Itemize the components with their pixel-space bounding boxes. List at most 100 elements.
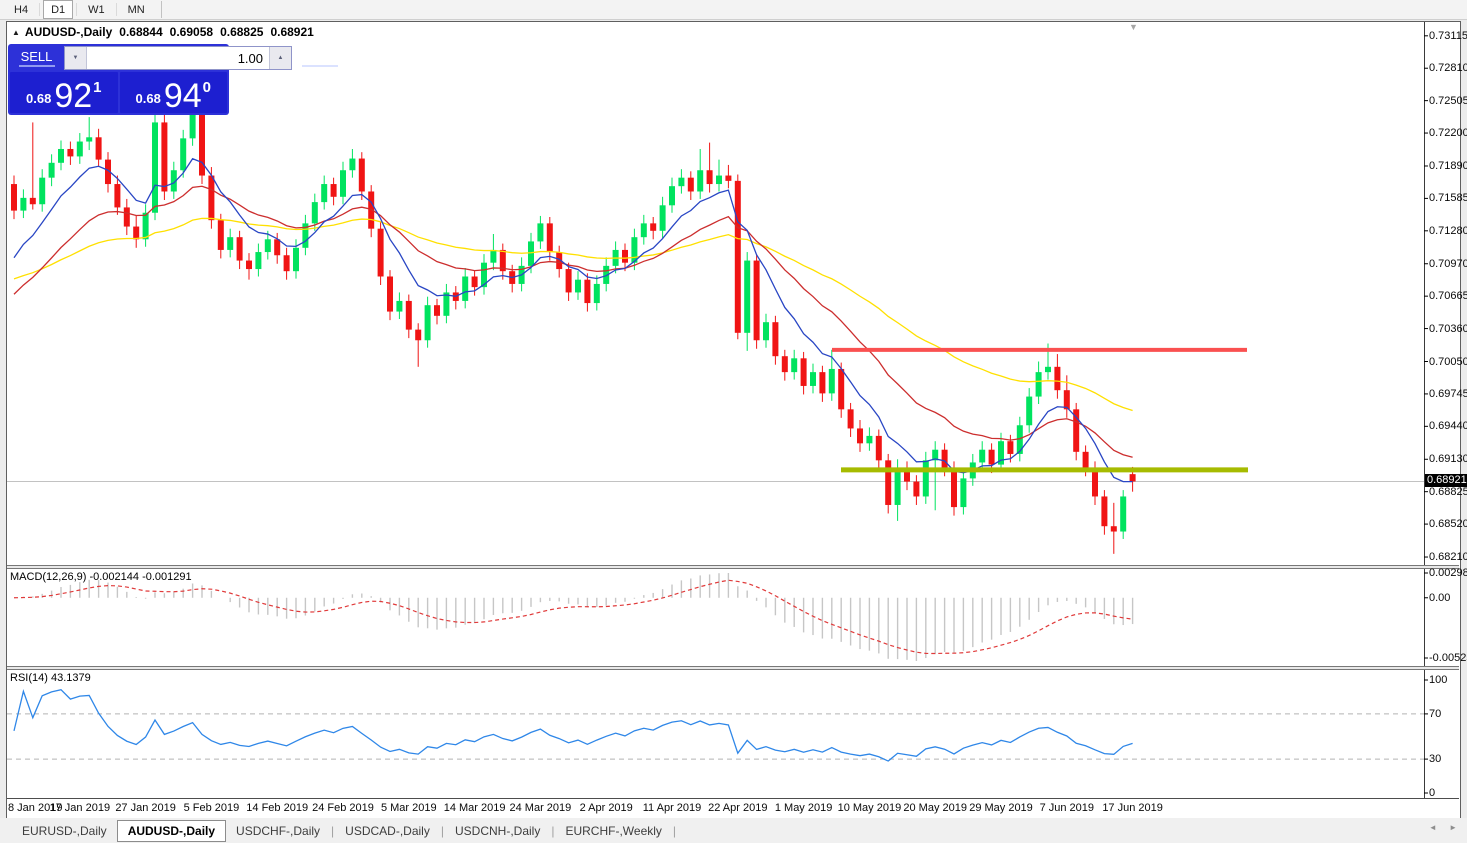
date-axis-label: 5 Mar 2019 — [380, 802, 437, 814]
price-axis-label: 0.68520 — [1429, 518, 1467, 531]
timeframe-mn-button[interactable]: MN — [127, 3, 145, 16]
rsi-indicator-label: RSI(14) 43.1379 — [10, 672, 91, 684]
timeframe-w1-button[interactable]: W1 — [88, 3, 105, 16]
buy-price-base: 0.68 — [135, 91, 161, 106]
rsi-axis-label: 100 — [1429, 674, 1448, 686]
date-axis-label: 22 Apr 2019 — [708, 802, 768, 814]
tab-usdcad-daily[interactable]: USDCAD-,Daily — [345, 823, 430, 838]
buy-button-label: BUY — [306, 49, 333, 64]
tab-audusd-daily[interactable]: AUDUSD-,Daily — [116, 819, 227, 842]
rsi-axis-label: 70 — [1429, 707, 1442, 720]
price-axis-label: 0.73115 — [1429, 29, 1467, 42]
ohlc-open: 0.68844 — [119, 25, 163, 39]
date-axis-label: 1 May 2019 — [774, 802, 833, 814]
price-axis-label: 0.70665 — [1429, 290, 1467, 303]
buy-price-big: 94 — [163, 77, 202, 115]
rsi-axis-label: 30 — [1429, 753, 1442, 766]
price-axis-label: 0.68825 — [1429, 485, 1467, 498]
pane-splitter-rsi[interactable] — [7, 666, 1459, 670]
price-axis-label: 0.70360 — [1429, 322, 1467, 335]
timeframe-d1-button[interactable]: D1 — [43, 0, 74, 19]
sell-price-box[interactable]: 0.68 92 1 — [10, 72, 118, 113]
volume-stepper: ▼ ▲ — [64, 46, 292, 70]
tab-eurchf-weekly[interactable]: EURCHF-,Weekly — [565, 823, 662, 838]
price-axis-label: 0.70970 — [1429, 257, 1467, 270]
price-axis-label: 0.72505 — [1429, 94, 1467, 107]
macd-axis-label: 0.002984 — [1429, 567, 1467, 579]
chart-symbol-label: AUDUSD-,Daily — [24, 25, 113, 39]
rsi-axis-label: 0 — [1429, 787, 1436, 799]
date-axis-label: 11 Apr 2019 — [642, 802, 702, 814]
price-axis-label: 0.71585 — [1429, 192, 1467, 205]
price-axis-label: 0.68210 — [1429, 551, 1467, 564]
date-axis-label: 10 May 2019 — [837, 802, 902, 814]
date-axis-label: 27 Jan 2019 — [115, 802, 176, 814]
volume-increase-icon[interactable]: ▲ — [269, 47, 291, 69]
price-axis-label: 0.69440 — [1429, 420, 1467, 433]
buy-price-box[interactable]: 0.68 94 0 — [119, 72, 227, 115]
date-axis-label: 20 May 2019 — [903, 802, 967, 814]
sell-price-base: 0.68 — [26, 91, 52, 106]
toolbar-separator — [115, 3, 117, 16]
date-axis-label: 2 Apr 2019 — [579, 802, 633, 814]
pane-splitter-macd[interactable] — [7, 565, 1459, 569]
price-axis-label: 0.69745 — [1429, 387, 1467, 400]
sell-underline — [18, 65, 55, 67]
macd-axis-label: 0.00 — [1429, 591, 1451, 604]
tab-usdcnh-daily[interactable]: USDCNH-,Daily — [454, 823, 541, 838]
price-axis-label: 0.70050 — [1429, 355, 1467, 368]
tab-separator: | — [672, 823, 677, 838]
date-axis-label: 24 Feb 2019 — [312, 802, 374, 814]
collapse-panel-icon[interactable]: ▲ — [12, 27, 20, 37]
symbol-tab-bar: EURUSD-,Daily AUDUSD-,Daily USDCHF-,Dail… — [0, 818, 1467, 843]
ohlc-low: 0.68825 — [220, 25, 264, 39]
ohlc-high: 0.69058 — [169, 25, 214, 39]
date-axis-border — [7, 798, 1459, 799]
tab-separator: | — [440, 823, 444, 838]
timeframe-toolbar: H4 D1 W1 MN — [0, 0, 1467, 20]
date-axis-label: 24 Mar 2019 — [509, 802, 572, 814]
tab-scroll-right-icon[interactable]: ► — [1449, 823, 1457, 832]
price-axis-label: 0.71280 — [1429, 224, 1467, 237]
tab-usdchf-daily[interactable]: USDCHF-,Daily — [236, 823, 321, 838]
price-axis-border — [1424, 22, 1425, 798]
macd-indicator-label: MACD(12,26,9) -0.002144 -0.001291 — [10, 571, 192, 583]
tab-separator: | — [331, 823, 335, 838]
volume-input[interactable] — [87, 47, 269, 69]
chart-shift-marker-icon[interactable]: ▼ — [1129, 22, 1138, 32]
date-axis-label: 14 Mar 2019 — [443, 802, 506, 814]
ohlc-close: 0.68921 — [270, 25, 314, 39]
buy-underline — [301, 65, 338, 67]
tab-eurusd-daily[interactable]: EURUSD-,Daily — [22, 823, 107, 838]
price-axis-label: 0.71890 — [1429, 159, 1467, 172]
current-price-badge: 0.68921 — [1425, 474, 1467, 488]
buy-button[interactable]: BUY — [293, 46, 346, 70]
sell-price-big: 92 — [54, 77, 93, 115]
date-axis-label: 7 Jun 2019 — [1039, 802, 1095, 814]
timeframe-h4-button[interactable]: H4 — [14, 3, 29, 16]
tab-separator: | — [551, 823, 555, 838]
price-axis-label: 0.72810 — [1429, 62, 1467, 75]
toolbar-separator — [76, 3, 78, 16]
one-click-trading-panel: SELL ▼ ▲ BUY 0.68 92 1 0.68 94 0 — [8, 44, 338, 115]
sell-price-pip: 1 — [93, 79, 102, 96]
buy-price-pip: 0 — [202, 79, 211, 96]
toolbar-separator — [160, 1, 162, 18]
date-axis-label: 17 Jan 2019 — [49, 802, 111, 814]
chart-window — [6, 21, 1461, 819]
date-axis-label: 5 Feb 2019 — [183, 802, 240, 814]
tab-scroll-controls: ◄ ► — [1419, 823, 1457, 832]
toolbar-separator — [39, 3, 41, 16]
date-axis-label: 14 Feb 2019 — [246, 802, 309, 814]
macd-axis-label: -0.005256 — [1429, 652, 1467, 664]
sell-button-label: SELL — [20, 49, 53, 64]
sell-button[interactable]: SELL — [10, 46, 63, 70]
date-axis-label: 8 Jan 2019 — [8, 802, 63, 814]
date-axis-label: 17 Jun 2019 — [1102, 802, 1163, 814]
tab-scroll-left-icon[interactable]: ◄ — [1428, 823, 1437, 832]
volume-decrease-icon[interactable]: ▼ — [65, 47, 87, 69]
price-axis-label: 0.72200 — [1429, 127, 1467, 140]
price-axis-label: 0.69130 — [1429, 453, 1467, 466]
chart-title: ▲ AUDUSD-,Daily 0.68844 0.69058 0.68825 … — [12, 25, 314, 39]
date-axis-label: 29 May 2019 — [969, 802, 1033, 814]
